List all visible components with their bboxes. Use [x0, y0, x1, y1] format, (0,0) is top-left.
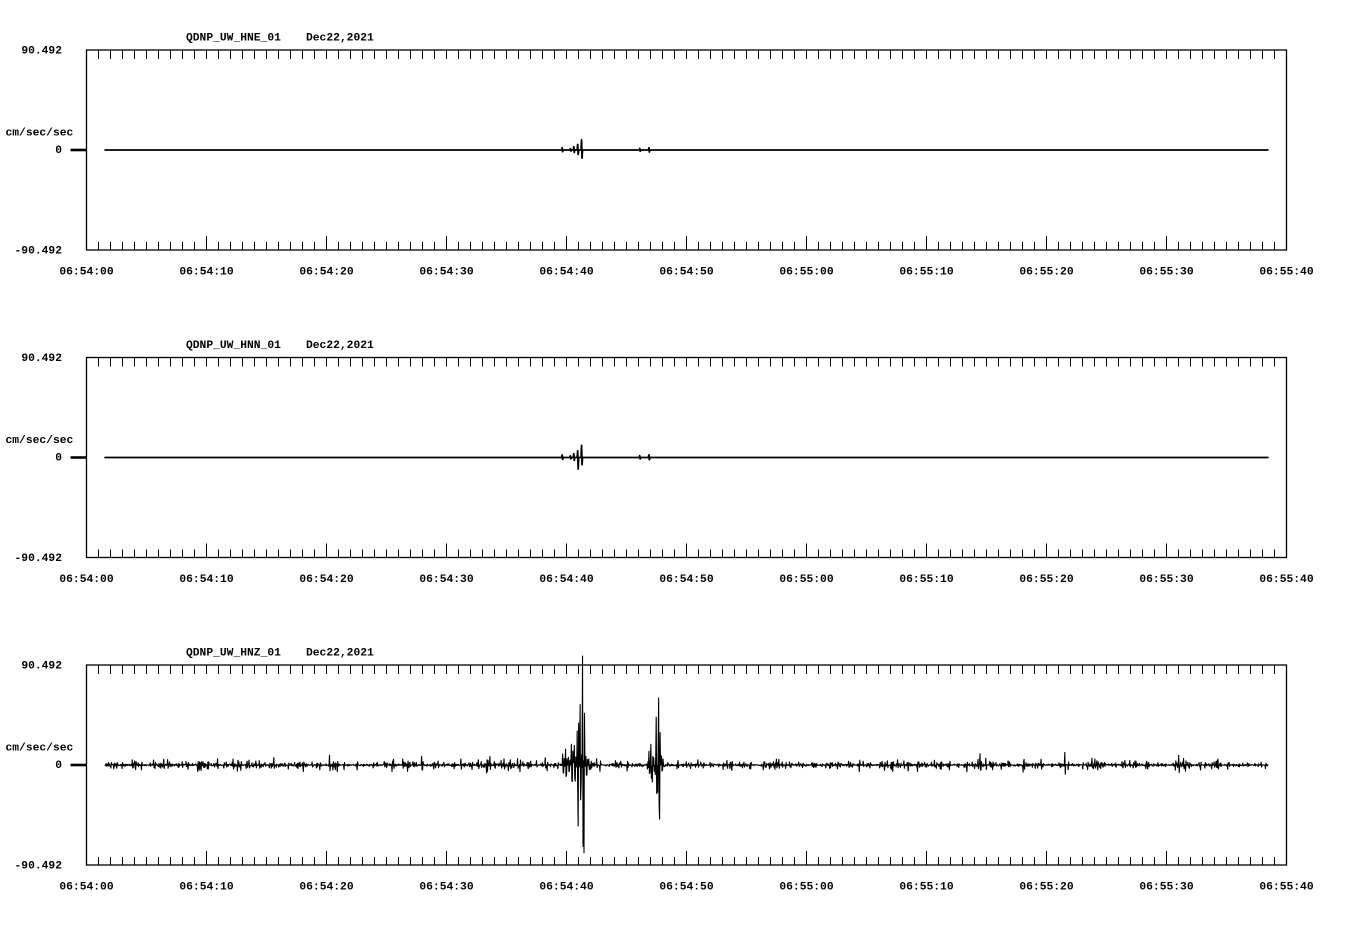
svg-text:90.492: 90.492	[21, 46, 62, 58]
svg-text:06:54:10: 06:54:10	[179, 574, 233, 586]
svg-text:06:55:20: 06:55:20	[1019, 882, 1073, 894]
svg-text:0: 0	[55, 453, 62, 465]
svg-text:06:54:20: 06:54:20	[299, 574, 353, 586]
svg-text:06:54:50: 06:54:50	[659, 574, 713, 586]
svg-text:06:55:10: 06:55:10	[899, 882, 953, 894]
svg-text:06:54:20: 06:54:20	[299, 882, 353, 894]
svg-text:06:55:10: 06:55:10	[899, 574, 953, 586]
svg-text:90.492: 90.492	[21, 353, 62, 365]
svg-text:0: 0	[55, 145, 62, 157]
svg-text:06:54:30: 06:54:30	[419, 267, 473, 279]
svg-text:Dec22,2021: Dec22,2021	[306, 33, 374, 45]
svg-text:06:54:10: 06:54:10	[179, 882, 233, 894]
svg-text:06:55:40: 06:55:40	[1259, 574, 1313, 586]
svg-text:06:55:20: 06:55:20	[1019, 267, 1073, 279]
svg-text:Dec22,2021: Dec22,2021	[306, 340, 374, 352]
svg-text:06:54:50: 06:54:50	[659, 882, 713, 894]
svg-text:90.492: 90.492	[21, 661, 62, 673]
svg-text:06:55:30: 06:55:30	[1139, 882, 1193, 894]
svg-text:06:54:30: 06:54:30	[419, 882, 473, 894]
svg-text:06:55:00: 06:55:00	[779, 267, 833, 279]
svg-text:06:54:00: 06:54:00	[59, 574, 113, 586]
svg-text:06:54:50: 06:54:50	[659, 267, 713, 279]
svg-text:06:54:40: 06:54:40	[539, 882, 593, 894]
svg-text:cm/sec/sec: cm/sec/sec	[6, 435, 74, 447]
svg-text:06:55:30: 06:55:30	[1139, 574, 1193, 586]
svg-text:QDNP_UW_HNN_01: QDNP_UW_HNN_01	[186, 340, 281, 352]
svg-text:06:54:00: 06:54:00	[59, 267, 113, 279]
svg-text:06:54:30: 06:54:30	[419, 574, 473, 586]
svg-text:-90.492: -90.492	[15, 861, 63, 873]
svg-text:06:55:00: 06:55:00	[779, 882, 833, 894]
svg-text:-90.492: -90.492	[15, 246, 63, 258]
svg-text:Dec22,2021: Dec22,2021	[306, 648, 374, 660]
svg-text:cm/sec/sec: cm/sec/sec	[6, 128, 74, 140]
svg-text:06:55:30: 06:55:30	[1139, 267, 1193, 279]
svg-text:06:55:00: 06:55:00	[779, 574, 833, 586]
svg-text:QDNP_UW_HNE_01: QDNP_UW_HNE_01	[186, 33, 281, 45]
svg-text:06:54:10: 06:54:10	[179, 267, 233, 279]
svg-text:0: 0	[55, 760, 62, 772]
svg-text:06:54:40: 06:54:40	[539, 574, 593, 586]
svg-text:06:54:00: 06:54:00	[59, 882, 113, 894]
svg-text:06:54:20: 06:54:20	[299, 267, 353, 279]
svg-text:QDNP_UW_HNZ_01: QDNP_UW_HNZ_01	[186, 648, 281, 660]
svg-text:06:55:20: 06:55:20	[1019, 574, 1073, 586]
svg-text:06:54:40: 06:54:40	[539, 267, 593, 279]
svg-text:-90.492: -90.492	[15, 553, 63, 565]
svg-text:06:55:10: 06:55:10	[899, 267, 953, 279]
svg-text:06:55:40: 06:55:40	[1259, 882, 1313, 894]
svg-text:cm/sec/sec: cm/sec/sec	[6, 743, 74, 755]
svg-text:06:55:40: 06:55:40	[1259, 267, 1313, 279]
